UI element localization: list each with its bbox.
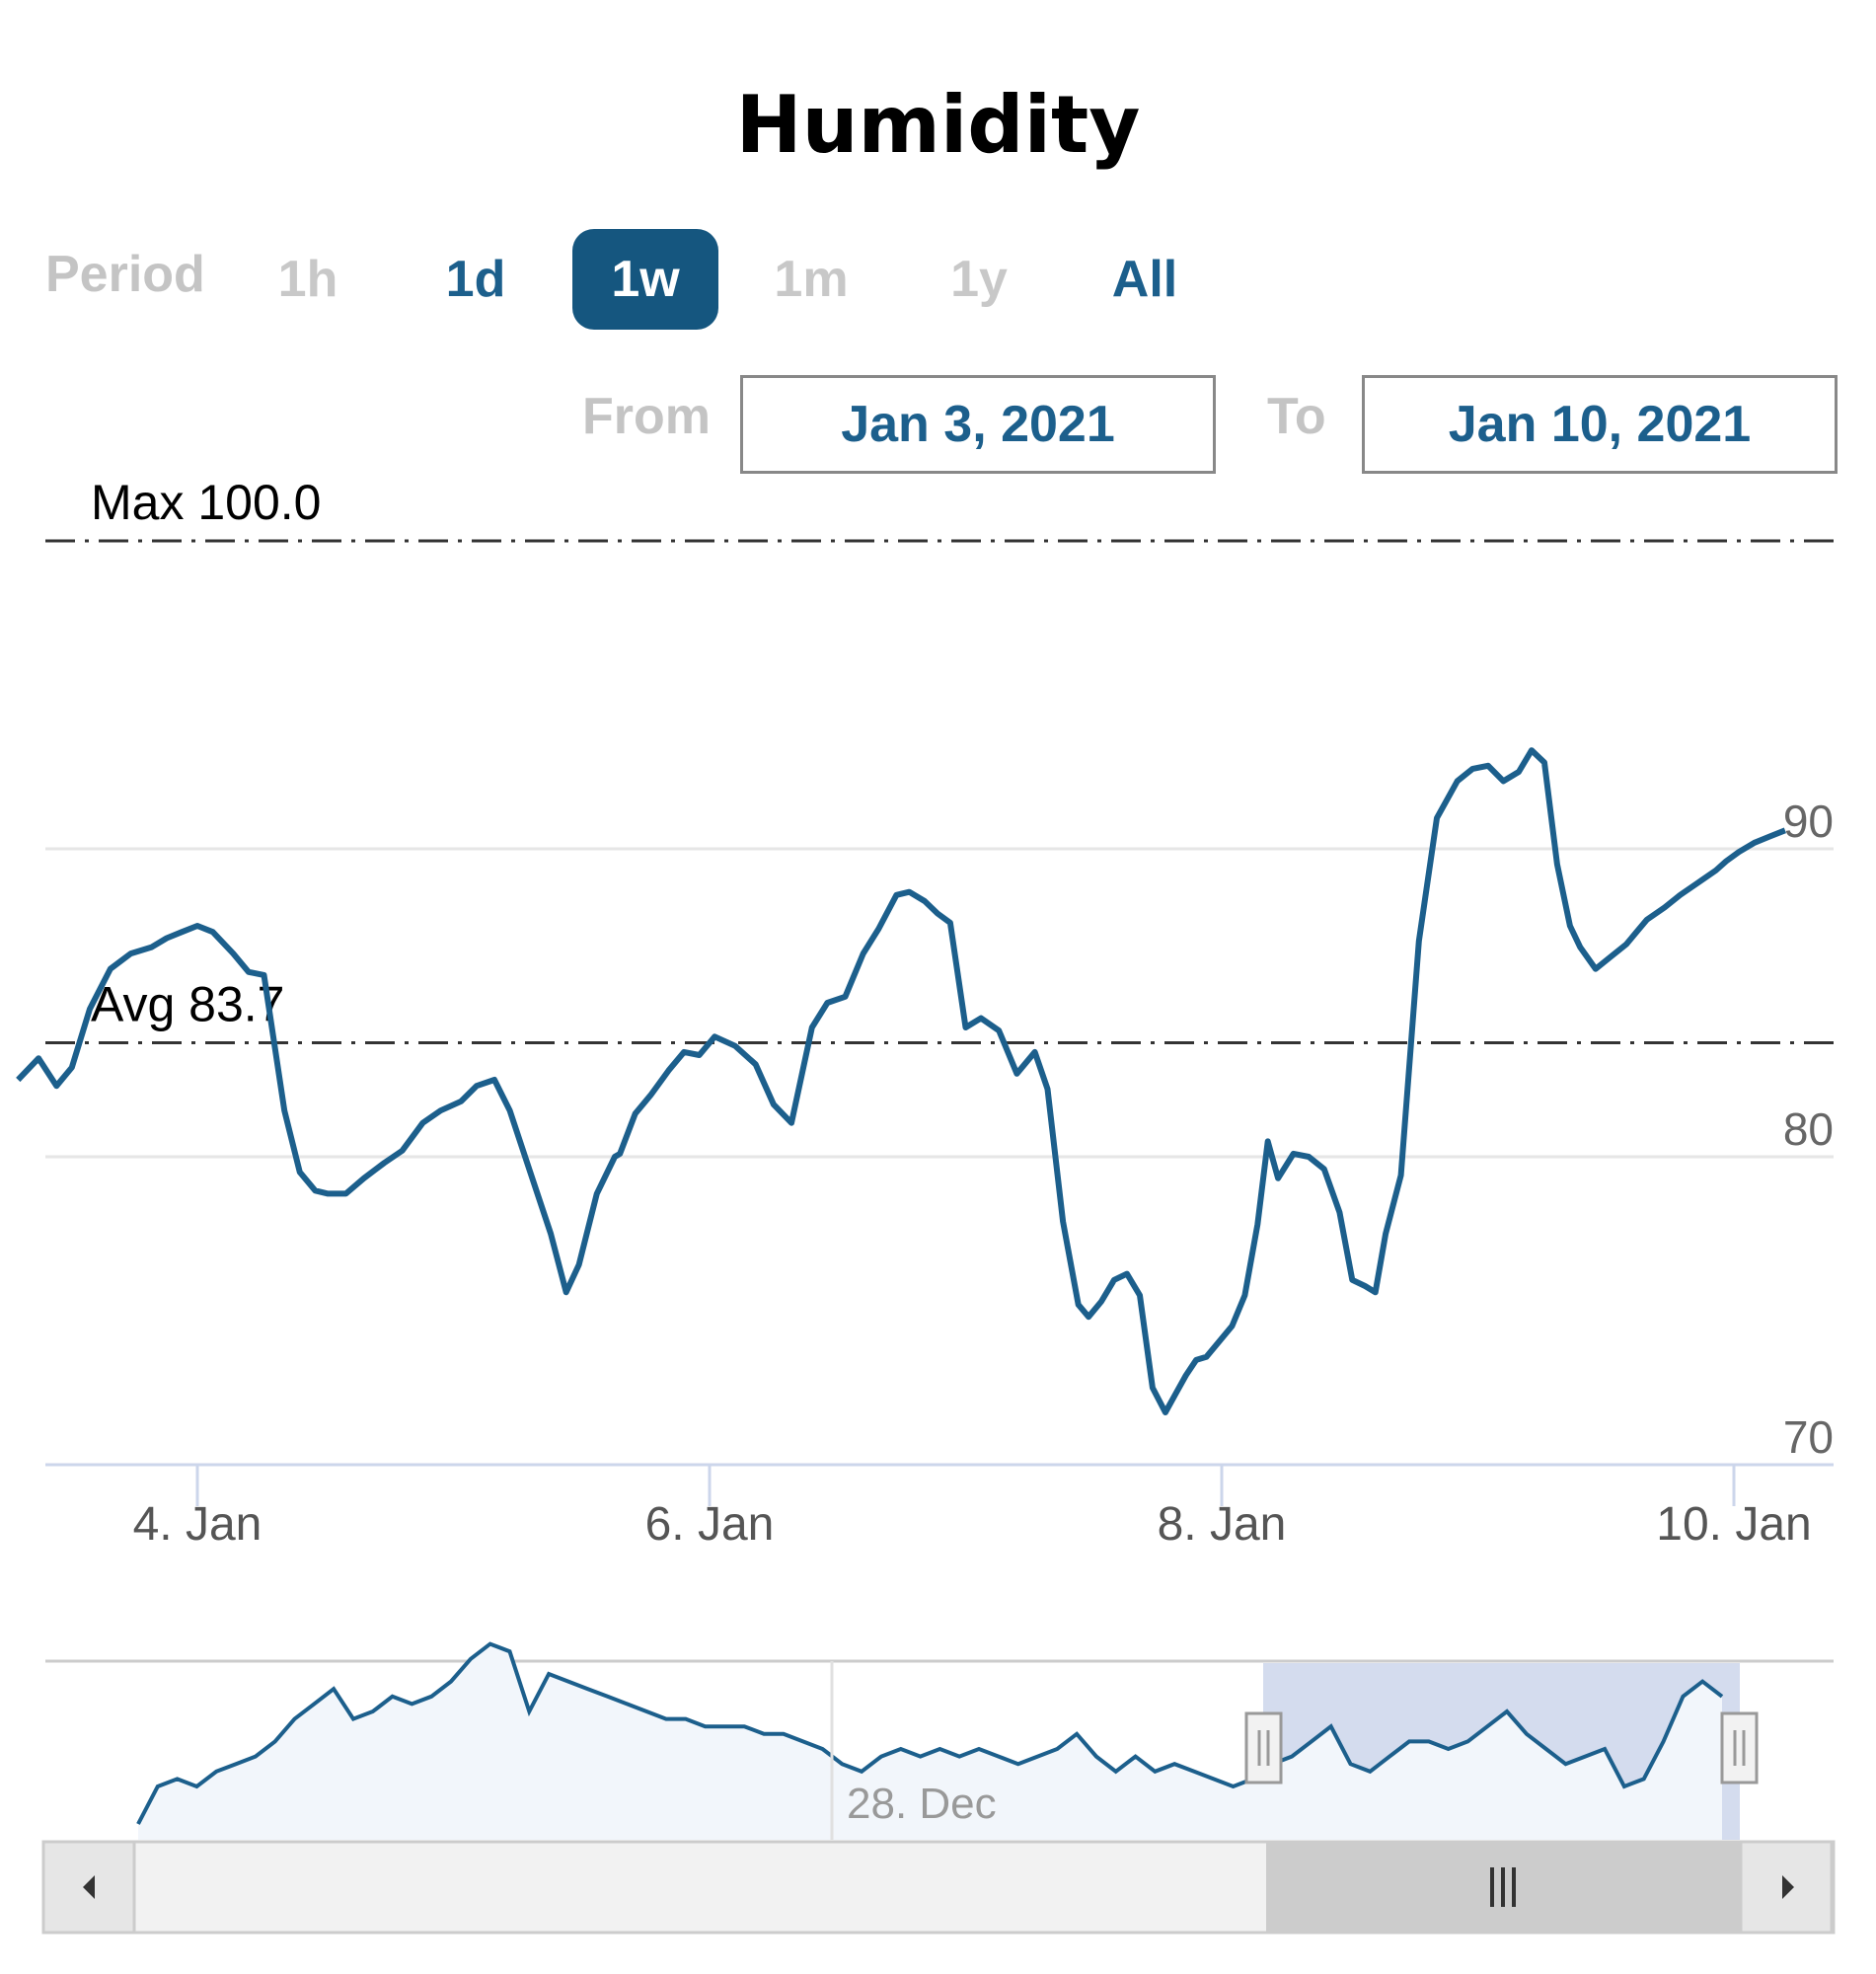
- arrow-left-icon: [83, 1875, 95, 1899]
- range-button-1w[interactable]: 1w: [572, 229, 718, 330]
- to-date-input[interactable]: Jan 10, 2021: [1362, 375, 1838, 474]
- plot-line-label: Avg 83.7: [91, 977, 284, 1032]
- scrollbar-thumb[interactable]: [1266, 1842, 1740, 1933]
- chart-title: Humidity: [735, 79, 1141, 171]
- x-tick-label: 6. Jan: [645, 1498, 775, 1551]
- navigator[interactable]: 28. Dec: [45, 1641, 1834, 1840]
- navigator-right-handle[interactable]: [1720, 1711, 1759, 1784]
- y-tick-label: 80: [1783, 1103, 1834, 1155]
- from-label: From: [582, 388, 711, 445]
- range-button-1d[interactable]: 1d: [445, 251, 506, 308]
- range-button-1h[interactable]: 1h: [277, 251, 338, 308]
- navigator-series-line: [136, 1641, 1724, 1825]
- x-tick-label: 4. Jan: [133, 1498, 263, 1551]
- arrow-right-icon: [1782, 1875, 1794, 1899]
- navigator-left-handle[interactable]: [1244, 1711, 1283, 1784]
- x-axis: 4. Jan 6. Jan 8. Jan 10. Jan: [133, 1465, 1812, 1551]
- range-button-1m[interactable]: 1m: [774, 251, 849, 308]
- navigator-series-area: [138, 1643, 1722, 1840]
- period-label: Period: [45, 246, 205, 303]
- navigator-tick-label: 28. Dec: [847, 1780, 997, 1828]
- x-tick-label: 10. Jan: [1656, 1498, 1811, 1551]
- range-button-1y[interactable]: 1y: [950, 251, 1008, 308]
- scrollbar-right-button[interactable]: [1739, 1840, 1834, 1935]
- y-tick-label: 70: [1783, 1411, 1834, 1463]
- y-axis-labels: 70 80 90: [1783, 796, 1834, 1463]
- x-tick-label: 8. Jan: [1158, 1498, 1287, 1551]
- grid-lines: [45, 847, 1834, 1467]
- scrollbar-left-button[interactable]: [41, 1840, 136, 1935]
- to-label: To: [1267, 388, 1326, 445]
- range-button-all[interactable]: All: [1111, 251, 1178, 308]
- humidity-series-line: [16, 747, 1787, 1415]
- plot-line-label: Max 100.0: [91, 475, 321, 530]
- scrollbar[interactable]: [41, 1840, 1836, 1935]
- y-tick-label: 90: [1783, 796, 1834, 847]
- plot-lines: Max 100.0 Avg 83.7: [45, 475, 1834, 1045]
- from-date-input[interactable]: Jan 3, 2021: [740, 375, 1216, 474]
